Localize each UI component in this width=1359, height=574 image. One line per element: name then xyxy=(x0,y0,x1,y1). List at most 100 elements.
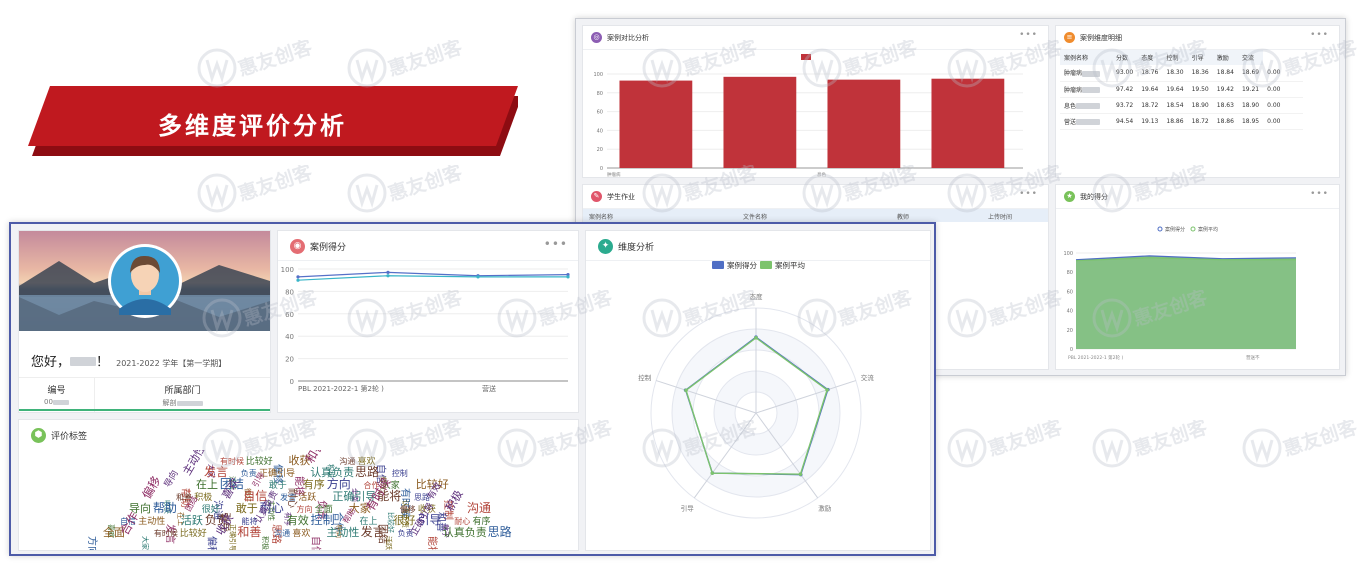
legend-label: 案例平均 xyxy=(1198,226,1218,233)
tag-word: 收获 xyxy=(163,500,172,514)
more-icon[interactable]: ••• xyxy=(1310,189,1329,199)
y-tick-label: 20 xyxy=(285,356,294,364)
y-tick-label: 40 xyxy=(1067,309,1073,315)
tag-word: 喜欢 xyxy=(107,524,116,538)
panel-header: ✎ 学生作业 ••• xyxy=(583,185,1048,209)
table-row[interactable]: 肿瘤病 93.00 18.76 18.30 18.36 18.84 18.69 … xyxy=(1060,65,1304,82)
tag-word: 有效 xyxy=(379,476,388,490)
tag-word: 耐心 xyxy=(260,501,284,515)
case-compare-panel: ◎ 案例对比分析 ••• 100 80 60 40 20 0 肿瘤病 息色 xyxy=(582,25,1049,178)
tag-word: 引导 xyxy=(219,512,231,532)
tag-word: 自信 xyxy=(309,536,322,550)
svg-text:惠友创客: 惠友创客 xyxy=(385,165,463,206)
series-line xyxy=(297,271,569,278)
table-row[interactable]: 息色 93.72 18.72 18.54 18.90 18.63 18.90 0… xyxy=(1060,97,1304,114)
tag-word: 耐心 xyxy=(286,488,299,508)
panel-header: ◉ 案例得分 ••• xyxy=(278,231,578,261)
tag-word: 很好 xyxy=(244,488,253,502)
tag-word: 方向 xyxy=(297,504,313,514)
y-tick-label: 100 xyxy=(1063,251,1073,257)
panel-header: ⬢ 评价标签 xyxy=(19,420,578,450)
list-icon: ≡ xyxy=(1064,32,1075,43)
tag-word: 积极 xyxy=(326,464,335,478)
bar xyxy=(827,79,901,168)
legend-label: 案例得分 xyxy=(727,261,757,270)
data-point xyxy=(296,275,300,279)
svg-text:惠友创客: 惠友创客 xyxy=(385,40,463,81)
tag-word: 积极 xyxy=(261,536,270,550)
more-icon[interactable]: ••• xyxy=(543,237,568,251)
radar-point xyxy=(825,388,829,392)
y-tick-label: 80 xyxy=(1067,270,1073,276)
greeting-suffix: ！ xyxy=(96,355,110,370)
radar-axis-label: 交流 xyxy=(861,373,875,382)
legend-label: 案例平均 xyxy=(775,261,805,270)
radar-axis xyxy=(755,412,819,499)
tag-word: 全面 xyxy=(103,525,125,539)
tag-word: 在上 xyxy=(177,512,186,526)
tag-word: 导向 xyxy=(334,524,343,538)
tag-word: 沟通 xyxy=(339,456,355,466)
x-tick-label: PBL 2021-2022-1 第2轮 ) xyxy=(298,384,384,393)
tag-word: 控制 xyxy=(392,468,408,478)
col-header: 引导 xyxy=(1187,50,1213,65)
tag-word: 正确引导 xyxy=(229,524,238,550)
panel-header: ≡ 案例维度明细 ••• xyxy=(1056,26,1339,50)
radar-axis-label: 态度 xyxy=(750,292,764,301)
y-tick-label: 80 xyxy=(597,91,603,97)
score-icon: ★ xyxy=(1064,191,1075,202)
tag-word: 自信 xyxy=(375,464,388,484)
term-text: 2021-2022 学年【第一学期】 xyxy=(116,359,227,368)
tag-word: 很好 xyxy=(394,513,416,527)
more-icon[interactable]: ••• xyxy=(1019,30,1038,40)
front-window: 您好， ！ 2021-2022 学年【第一学期】 编号 00 所属部门 解剖 ◉ … xyxy=(9,222,936,556)
y-tick-label: 40 xyxy=(285,333,294,341)
id-cell: 编号 00 xyxy=(19,378,95,412)
col-header: 案例名称 xyxy=(1060,50,1112,65)
table-row[interactable]: 肿瘤病 97.42 19.64 19.64 19.50 19.42 19.21 … xyxy=(1060,81,1304,98)
tag-word: 团结 xyxy=(220,477,244,491)
svg-text:惠友创客: 惠友创客 xyxy=(1130,420,1208,461)
more-icon[interactable]: ••• xyxy=(1310,30,1329,40)
tag-word: 能将 xyxy=(293,476,306,496)
bar xyxy=(723,76,797,168)
line-chart: 100 80 60 40 20 0 PBL 2021-2022-1 第2轮 ) 营送 xyxy=(281,266,570,393)
bar xyxy=(619,80,693,168)
title-banner: 多维度评价分析 xyxy=(28,86,522,156)
tag-word: 比较好 xyxy=(246,455,273,467)
bar-chart: 100 80 60 40 20 0 肿瘤病 息色 xyxy=(593,54,1023,178)
tag-word: 和善 xyxy=(435,512,448,532)
tag-word: 偏移 xyxy=(271,464,284,484)
tag-word: 能将 xyxy=(242,516,258,526)
tag-word: 引导 xyxy=(417,513,441,527)
radar-point xyxy=(754,336,758,340)
y-tick-label: 80 xyxy=(285,288,294,296)
tag-word: 在上 xyxy=(196,478,218,491)
col-header: 分数 xyxy=(1112,50,1138,65)
tag-word: 思路 xyxy=(488,524,512,539)
y-tick-label: 60 xyxy=(597,110,603,116)
tag-word: 认真负责 xyxy=(443,525,487,539)
id-label: 编号 xyxy=(47,386,66,396)
table-row[interactable]: 营送 94.54 19.13 18.86 18.72 18.86 18.95 0… xyxy=(1060,113,1304,130)
avatar[interactable] xyxy=(107,243,183,319)
tag-word: 发言 xyxy=(164,524,177,544)
tag-word: 有序 xyxy=(472,515,490,527)
panel-header: ✦ 维度分析 xyxy=(586,231,930,261)
tag-word: 思路 xyxy=(414,492,430,502)
bar xyxy=(931,78,1005,168)
tag-word: 大家 xyxy=(349,501,371,515)
x-tick-label: 营送不 xyxy=(1246,354,1260,361)
tag-word: 发言 xyxy=(361,524,385,539)
x-tick-label: PBL 2021-2022-1 第2轮 ) xyxy=(1068,354,1123,361)
data-point xyxy=(386,274,390,278)
more-icon[interactable]: ••• xyxy=(1019,189,1038,199)
tag-word: 有时候 xyxy=(154,528,178,538)
tag-word: 收获 xyxy=(418,503,436,515)
y-tick-label: 0 xyxy=(1070,347,1073,353)
col-header: 控制 xyxy=(1162,50,1188,65)
tag-word: 比较好 xyxy=(387,512,396,533)
logo-watermark: 惠友创客 xyxy=(345,160,466,223)
y-tick-label: 0 xyxy=(290,378,294,386)
score-icon: ◉ xyxy=(290,239,305,254)
